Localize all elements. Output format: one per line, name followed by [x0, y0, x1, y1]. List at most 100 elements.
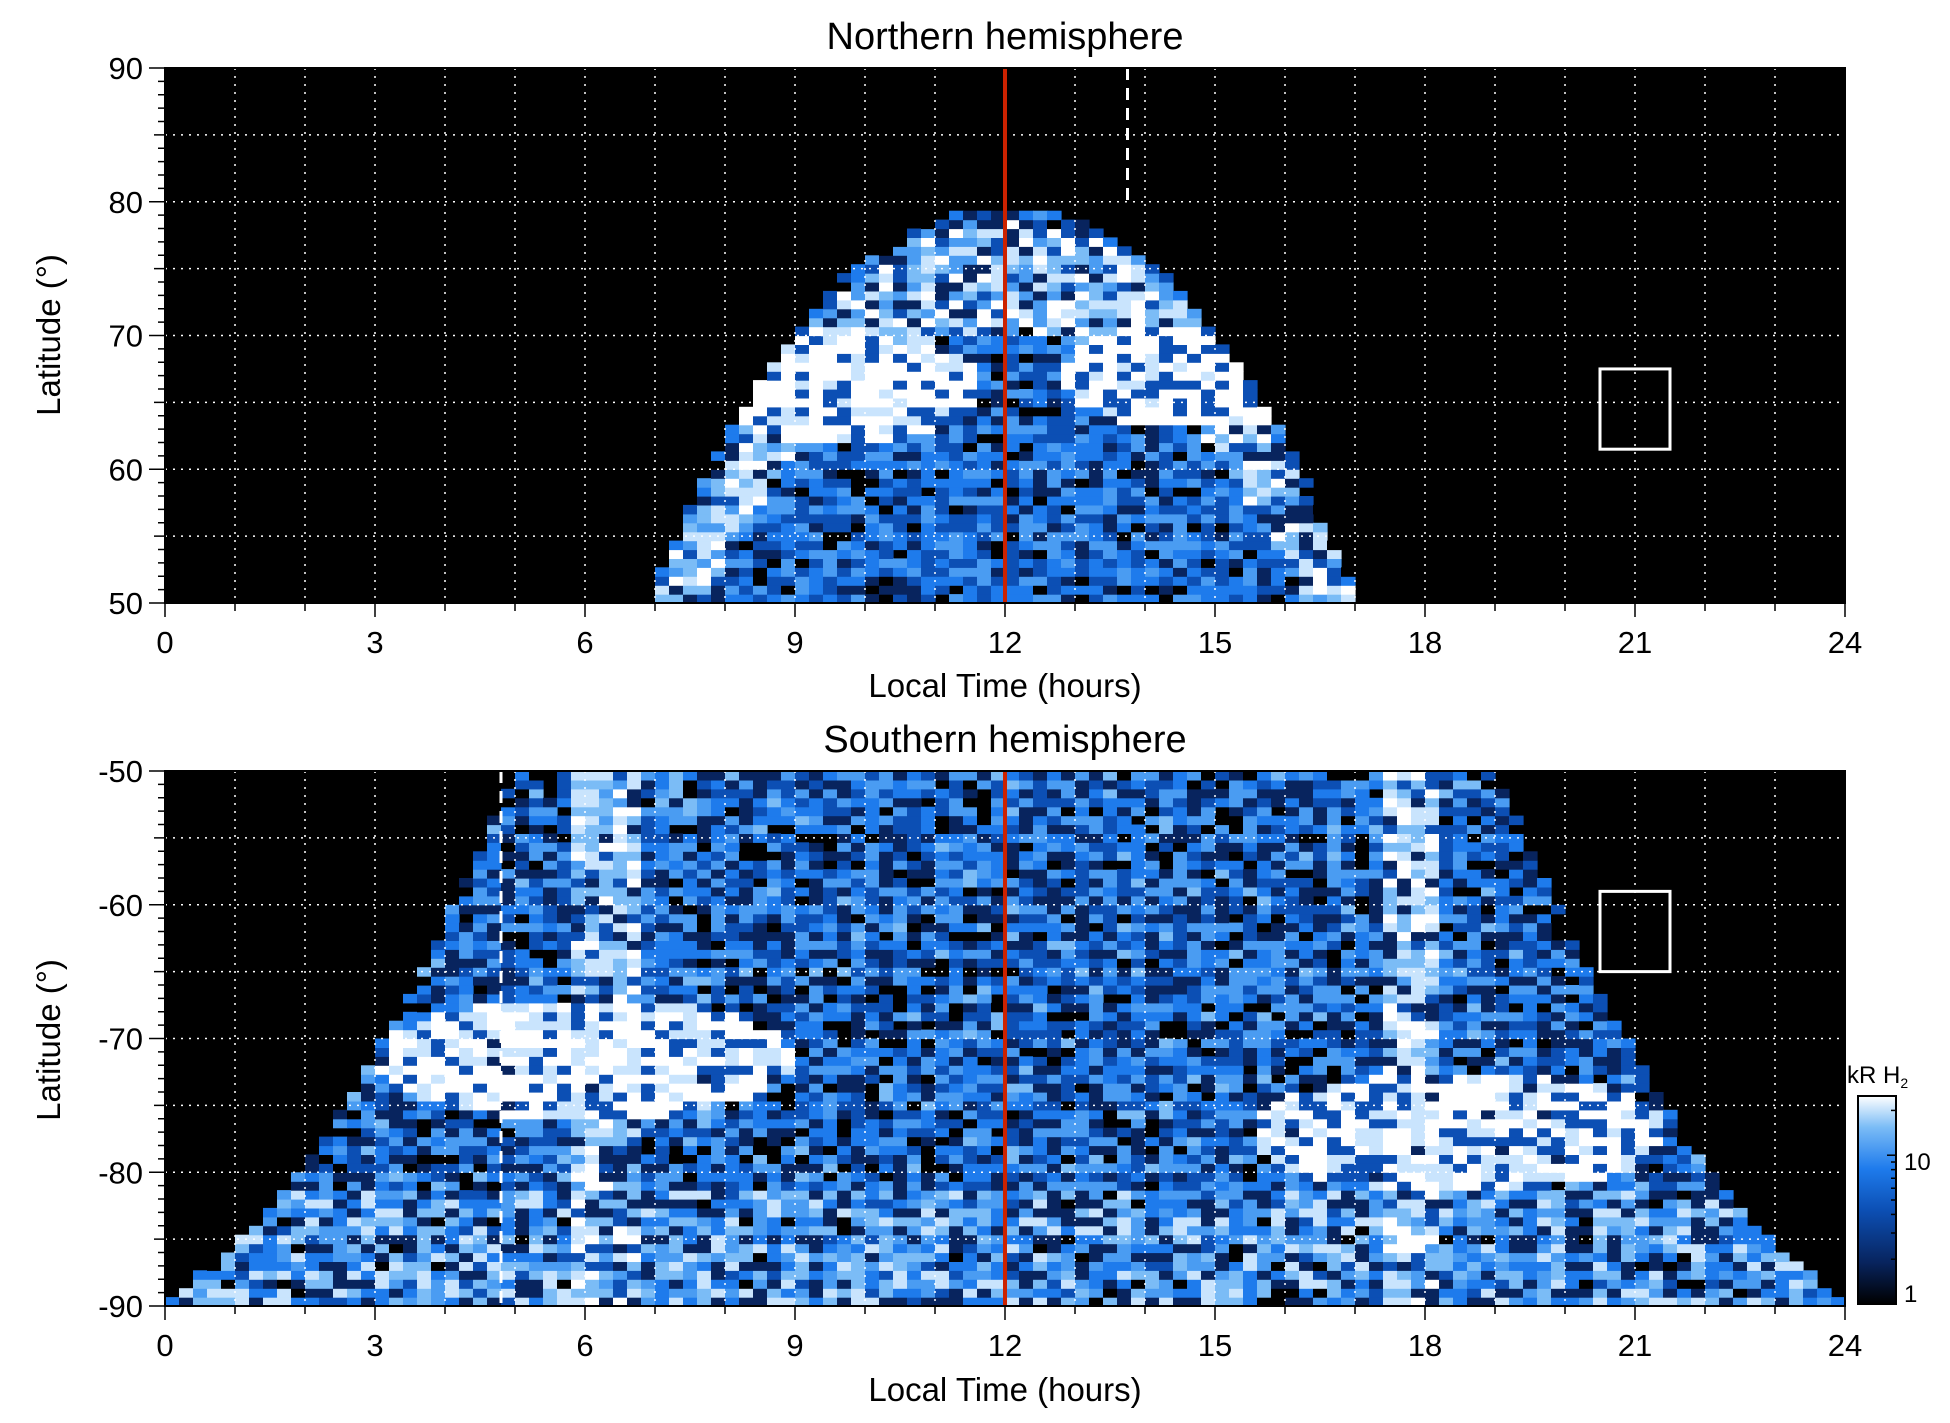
heatmap-cell [781, 1136, 796, 1147]
heatmap-cell [991, 326, 1006, 337]
heatmap-cell [1103, 788, 1118, 799]
heatmap-cell [1047, 504, 1062, 515]
heatmap-cell [795, 1297, 810, 1306]
heatmap-cell [641, 1297, 656, 1306]
heatmap-cell [669, 1065, 684, 1075]
heatmap-cell [627, 1190, 642, 1200]
heatmap-cell [725, 967, 740, 977]
heatmap-cell [1145, 1154, 1160, 1164]
heatmap-cell [1019, 353, 1034, 363]
heatmap-cell [1033, 895, 1048, 906]
heatmap-cell [753, 1154, 768, 1164]
heatmap-cell [445, 1118, 460, 1129]
heatmap-cell [529, 1270, 544, 1280]
heatmap-cell [921, 549, 936, 559]
heatmap-cell [403, 1154, 418, 1164]
heatmap-cell [795, 487, 810, 497]
heatmap-cell [725, 949, 740, 959]
heatmap-cell [669, 1234, 684, 1245]
heatmap-cell [1145, 797, 1160, 808]
heatmap-cell [431, 1216, 446, 1227]
heatmap-cell [1033, 860, 1048, 870]
heatmap-cell [683, 886, 698, 897]
heatmap-cell [809, 1011, 824, 1022]
heatmap-cell [585, 1270, 600, 1280]
heatmap-cell [1061, 1047, 1076, 1057]
heatmap-cell [1117, 1199, 1132, 1209]
heatmap-cell [613, 1127, 628, 1138]
heatmap-cell [431, 1109, 446, 1120]
heatmap-cell [683, 531, 698, 542]
heatmap-cell [655, 895, 670, 906]
heatmap-cell [1131, 1234, 1146, 1245]
heatmap-cell [487, 1279, 502, 1289]
heatmap-cell [655, 931, 670, 941]
heatmap-cell [935, 1172, 950, 1182]
heatmap-cell [683, 993, 698, 1004]
heatmap-cell [893, 406, 908, 417]
heatmap-cell [823, 1083, 838, 1093]
heatmap-cell [501, 976, 516, 986]
heatmap-cell [753, 1181, 768, 1191]
heatmap-cell [949, 371, 964, 381]
heatmap-cell [1257, 424, 1272, 435]
heatmap-cell [991, 1163, 1006, 1173]
heatmap-cell [893, 797, 908, 808]
heatmap-cell [1005, 824, 1020, 834]
heatmap-cell [977, 1190, 992, 1200]
heatmap-cell [935, 1270, 950, 1280]
heatmap-cell [851, 806, 866, 817]
heatmap-cell [459, 1092, 474, 1102]
heatmap-cell [543, 1261, 558, 1271]
heatmap-cell [935, 460, 950, 470]
heatmap-cell [1145, 895, 1160, 906]
heatmap-cell [431, 1118, 446, 1129]
heatmap-cell [809, 406, 824, 417]
heatmap-cell [837, 273, 852, 283]
heatmap-cell [1131, 1190, 1146, 1200]
heatmap-cell [991, 380, 1006, 390]
heatmap-cell [1159, 460, 1174, 470]
heatmap-cell [445, 1020, 460, 1031]
north-heatmap [655, 210, 1356, 603]
heatmap-cell [711, 958, 726, 968]
heatmap-cell [991, 513, 1006, 524]
heatmap-cell [235, 1243, 250, 1254]
heatmap-cell [1117, 424, 1132, 435]
heatmap-cell [613, 993, 628, 1004]
heatmap-cell [809, 1074, 824, 1084]
heatmap-cell [1089, 1199, 1104, 1209]
heatmap-cell [599, 1207, 614, 1218]
heatmap-cell [1033, 219, 1048, 230]
heatmap-cell [1103, 246, 1118, 256]
heatmap-cell [431, 958, 446, 968]
heatmap-cell [431, 1252, 446, 1262]
heatmap-cell [977, 1127, 992, 1138]
heatmap-cell [935, 797, 950, 808]
heatmap-cell [711, 504, 726, 515]
heatmap-cell [361, 1136, 376, 1147]
heatmap-cell [375, 1261, 390, 1271]
heatmap-cell [641, 913, 656, 924]
heatmap-cell [1033, 415, 1048, 426]
heatmap-cell [907, 371, 922, 381]
heatmap-cell [767, 496, 782, 506]
heatmap-cell [991, 913, 1006, 924]
heatmap-cell [627, 851, 642, 861]
heatmap-cell [711, 1047, 726, 1057]
heatmap-cell [1061, 433, 1076, 444]
heatmap-cell [1187, 460, 1202, 470]
heatmap-cell [809, 469, 824, 479]
heatmap-cell [921, 1261, 936, 1271]
heatmap-cell [739, 860, 754, 870]
heatmap-cell [641, 1118, 656, 1129]
heatmap-cell [1257, 478, 1272, 488]
heatmap-cell [1117, 540, 1132, 551]
heatmap-cell [1117, 913, 1132, 924]
heatmap-cell [193, 1279, 208, 1289]
heatmap-cell [935, 1083, 950, 1093]
heatmap-cell [739, 1047, 754, 1057]
heatmap-cell [1033, 424, 1048, 435]
heatmap-cell [893, 815, 908, 826]
heatmap-cell [879, 522, 894, 533]
